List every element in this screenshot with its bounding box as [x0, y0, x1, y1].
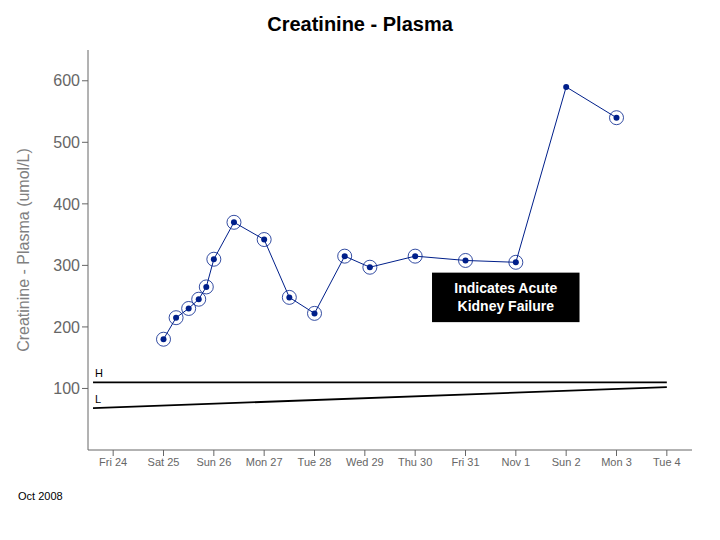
svg-text:Kidney Failure: Kidney Failure — [458, 298, 555, 314]
svg-text:100: 100 — [53, 380, 80, 397]
svg-text:Tue 28: Tue 28 — [298, 456, 332, 468]
html-text:Oct 2008: Oct 2008 — [18, 490, 63, 502]
svg-text:Fri 31: Fri 31 — [451, 456, 479, 468]
svg-text:Tue 4: Tue 4 — [653, 456, 681, 468]
svg-text:H: H — [95, 367, 103, 379]
svg-text:Mon 27: Mon 27 — [246, 456, 283, 468]
svg-text:Thu 30: Thu 30 — [398, 456, 432, 468]
svg-text:400: 400 — [53, 196, 80, 213]
svg-text:Creatinine - Plasma (umol/L): Creatinine - Plasma (umol/L) — [15, 148, 32, 352]
svg-text:500: 500 — [53, 134, 80, 151]
svg-text:Wed 29: Wed 29 — [346, 456, 384, 468]
svg-text:Indicates Acute: Indicates Acute — [454, 280, 557, 296]
svg-text:Fri 24: Fri 24 — [99, 456, 127, 468]
svg-text:Sun 26: Sun 26 — [196, 456, 231, 468]
html-text:Creatinine - Plasma: Creatinine - Plasma — [267, 13, 453, 35]
svg-text:Sun 2: Sun 2 — [552, 456, 581, 468]
svg-text:Mon 3: Mon 3 — [601, 456, 632, 468]
svg-text:300: 300 — [53, 257, 80, 274]
svg-text:Sat 25: Sat 25 — [148, 456, 180, 468]
svg-text:Nov 1: Nov 1 — [501, 456, 530, 468]
svg-text:L: L — [95, 393, 101, 405]
svg-text:200: 200 — [53, 319, 80, 336]
svg-text:600: 600 — [53, 72, 80, 89]
